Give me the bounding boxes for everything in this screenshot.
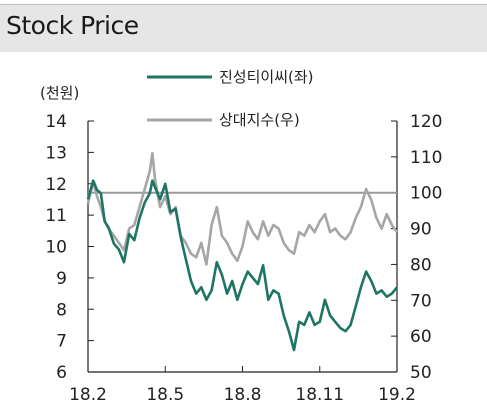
- left-tick-label: 13: [45, 143, 67, 163]
- left-tick-label: 7: [56, 332, 67, 352]
- right-tick-label: 100: [410, 184, 442, 204]
- x-tick-label: 18.8: [224, 385, 262, 405]
- left-tick-label: 10: [45, 238, 67, 258]
- page-title: Stock Price: [6, 11, 139, 40]
- right-tick-label: 60: [410, 327, 432, 347]
- left-axis-unit: (천원): [40, 84, 79, 102]
- legend-label-stock: 진성티이씨(좌): [219, 68, 314, 86]
- right-tick-label: 90: [410, 220, 432, 240]
- x-tick-label: 18.2: [69, 385, 107, 405]
- right-tick-label: 80: [410, 255, 432, 275]
- x-tick-label: 18.5: [146, 385, 184, 405]
- left-tick-label: 14: [45, 112, 67, 132]
- right-tick-label: 110: [410, 148, 442, 168]
- x-tick-label: 19.2: [378, 385, 416, 405]
- left-tick-label: 11: [45, 206, 67, 226]
- x-tick-label: 18.11: [295, 385, 344, 405]
- series-line-index: [86, 152, 399, 266]
- left-tick-label: 8: [56, 300, 67, 320]
- legend-label-index: 상대지수(우): [219, 111, 300, 129]
- chart-series: [86, 152, 399, 352]
- left-tick-label: 6: [56, 363, 67, 383]
- right-tick-label: 50: [410, 363, 432, 383]
- right-tick-label: 120: [410, 112, 442, 132]
- left-tick-label: 12: [45, 175, 67, 195]
- right-tick-label: 70: [410, 291, 432, 311]
- left-tick-label: 9: [56, 269, 67, 289]
- chart-axes: 6 7 8 9 10 11 12 13 14 50 60 70 80 90 100 110 120 18.2 18.…: [45, 112, 442, 405]
- series-line-stock: [86, 179, 399, 352]
- chart-legend: 진성티이씨(좌) 상대지수(우): [147, 68, 314, 129]
- title-bar: Stock Price: [0, 4, 487, 52]
